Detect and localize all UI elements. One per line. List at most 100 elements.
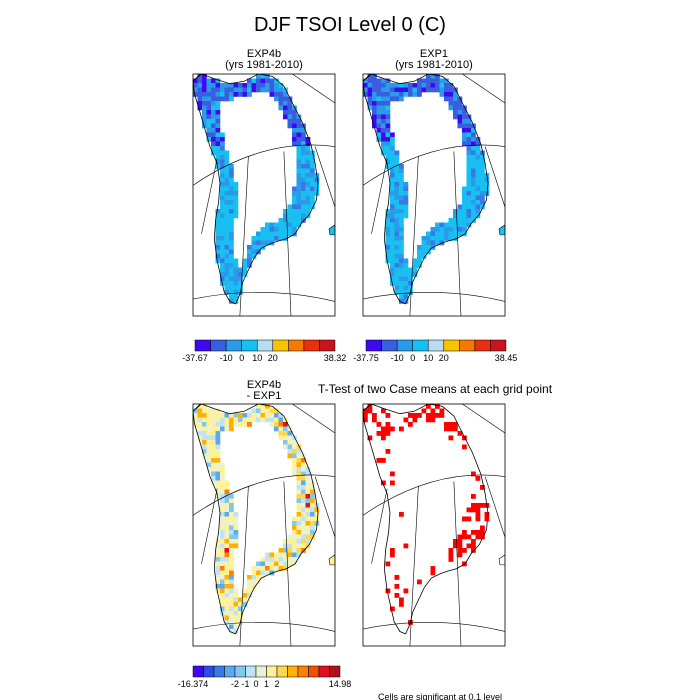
grid-cell	[480, 173, 485, 178]
grid-cell	[385, 78, 391, 84]
latitude-line	[363, 474, 505, 516]
grid-cell	[453, 539, 458, 544]
grid-cell	[421, 236, 427, 241]
grid-cell	[242, 272, 248, 277]
grid-cell	[466, 209, 472, 214]
grid-cell	[224, 240, 230, 246]
grid-cell	[220, 168, 225, 174]
grid-cell	[426, 231, 431, 237]
grid-cell	[215, 209, 221, 214]
grid-cell	[202, 440, 207, 445]
grid-cell	[269, 422, 275, 427]
grid-cell	[193, 87, 198, 93]
grid-cells	[193, 74, 320, 304]
grid-cell	[292, 213, 297, 219]
grid-cell	[211, 467, 216, 472]
grid-cell	[220, 579, 225, 585]
grid-cell	[224, 272, 230, 277]
grid-cell	[287, 119, 293, 124]
grid-cell	[305, 137, 311, 142]
grid-cell	[229, 413, 234, 418]
grid-cell	[215, 96, 221, 102]
grid-cell	[408, 413, 413, 418]
grid-cell	[462, 128, 467, 133]
grid-cell	[220, 200, 225, 205]
grid-cell	[215, 92, 221, 97]
grid-cell	[394, 155, 400, 160]
grid-cell	[265, 552, 270, 558]
grid-cell	[274, 417, 279, 423]
colorbar-tick-label: 38.32	[324, 353, 347, 363]
grid-cell	[466, 177, 472, 183]
grid-cell	[462, 222, 467, 228]
grid-cell	[229, 249, 234, 255]
grid-cell	[260, 417, 266, 423]
grid-cell	[224, 593, 230, 598]
grid-cell	[390, 186, 395, 192]
grid-cell	[475, 530, 481, 535]
grid-cell	[197, 417, 203, 423]
colorbar-swatch	[203, 665, 215, 678]
grid-cell	[224, 186, 230, 192]
grid-cell	[229, 539, 234, 544]
grid-cell	[274, 83, 279, 88]
grid-cell	[229, 566, 234, 571]
grid-cell	[435, 227, 440, 232]
grid-cell	[376, 96, 382, 102]
grid-cell	[269, 566, 275, 571]
grid-cell	[439, 87, 445, 93]
grid-cell	[385, 83, 391, 88]
grid-cell	[247, 83, 252, 88]
grid-cell	[206, 408, 212, 414]
grid-cell	[381, 128, 386, 133]
grid-cell	[296, 114, 302, 120]
grid-cell	[296, 128, 302, 133]
grid-cell	[229, 227, 234, 232]
grid-cell	[220, 534, 225, 540]
grid-cell	[224, 276, 230, 282]
grid-cell	[292, 204, 297, 210]
grid-cell	[260, 561, 266, 567]
grid-cell	[215, 87, 221, 93]
grid-cell	[229, 168, 234, 174]
grid-cell	[283, 435, 288, 441]
grid-cell	[417, 83, 422, 88]
grid-cell	[367, 101, 373, 106]
grid-cell	[296, 195, 302, 201]
grid-cell	[224, 92, 230, 97]
grid-cell	[229, 83, 234, 88]
colorbar-tick-label: -2	[231, 679, 239, 689]
grid-cell	[283, 440, 288, 445]
grid-cell	[292, 534, 297, 540]
grid-cell	[265, 404, 270, 409]
grid-cell	[426, 74, 431, 79]
grid-cell	[238, 597, 243, 603]
grid-cell	[484, 182, 490, 187]
grid-cell	[238, 83, 243, 88]
grid-cell	[480, 168, 485, 174]
grid-cell	[296, 548, 302, 553]
grid-cell	[251, 566, 257, 571]
grid-cell	[211, 458, 216, 463]
grid-cell	[211, 471, 216, 477]
grid-cell	[278, 96, 284, 102]
grid-cell	[412, 263, 418, 268]
colorbar-swatch	[303, 339, 320, 352]
grid-cell	[426, 404, 431, 409]
grid-cell	[462, 110, 467, 115]
grid-cell	[399, 272, 404, 277]
grid-cell	[292, 543, 297, 549]
grid-cell	[310, 498, 315, 504]
grid-cell	[206, 128, 212, 133]
grid-cell	[229, 294, 234, 300]
grid-cell	[233, 195, 239, 201]
colorbar-tick-label: -37.75	[353, 353, 379, 363]
grid-cell	[229, 218, 234, 223]
grid-cell	[215, 449, 221, 454]
grid-cell	[301, 494, 306, 499]
grid-cell	[215, 552, 221, 558]
grid-cell	[301, 128, 306, 133]
grid-cell	[220, 570, 225, 576]
grid-cell	[233, 204, 239, 210]
colorbar-swatch	[365, 339, 382, 352]
